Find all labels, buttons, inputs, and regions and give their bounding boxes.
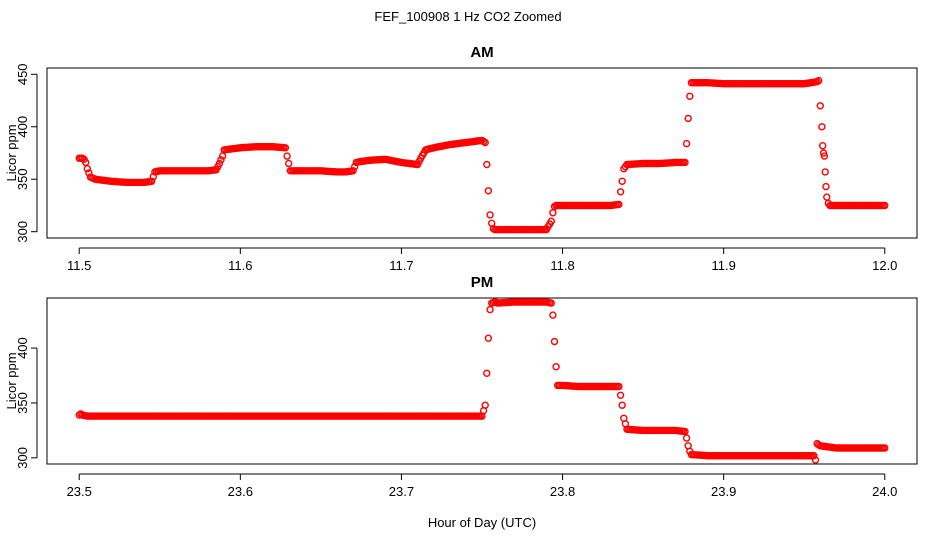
am-y-tick-label: 300 bbox=[15, 221, 30, 243]
data-point bbox=[684, 114, 692, 123]
data-point bbox=[810, 452, 818, 460]
data-point bbox=[615, 200, 623, 209]
am-panel-title: AM bbox=[470, 44, 493, 61]
data-point bbox=[881, 201, 889, 210]
data-point bbox=[85, 169, 93, 177]
pm-y-tick-label: 300 bbox=[15, 447, 30, 469]
data-point bbox=[547, 299, 555, 307]
data-point bbox=[483, 369, 491, 377]
pm-x-tick-label: 23.6 bbox=[228, 484, 253, 499]
am-series bbox=[75, 76, 889, 234]
data-point bbox=[616, 188, 625, 196]
data-point bbox=[615, 382, 623, 391]
am-y-axis-label: Licor ppm bbox=[4, 124, 19, 181]
data-point bbox=[549, 209, 557, 217]
data-point bbox=[481, 138, 489, 147]
data-point bbox=[618, 177, 626, 186]
am-x-tick-label: 11.9 bbox=[711, 258, 735, 273]
data-point bbox=[816, 102, 824, 110]
am-x-tick-label: 11.6 bbox=[228, 258, 252, 273]
am-y-tick-label: 350 bbox=[15, 168, 30, 190]
data-point bbox=[483, 160, 491, 169]
data-point bbox=[217, 156, 225, 164]
pm-x-tick-label: 23.5 bbox=[67, 484, 92, 499]
data-point bbox=[484, 187, 493, 195]
am-y-tick-label: 400 bbox=[15, 116, 30, 138]
am-x-tick-label: 12.0 bbox=[872, 258, 897, 273]
am-x-tick-label: 11.7 bbox=[389, 258, 413, 273]
data-point bbox=[218, 152, 227, 160]
pm-panel-title: PM bbox=[471, 274, 494, 291]
data-point bbox=[822, 182, 830, 191]
data-point bbox=[349, 167, 357, 175]
pm-x-tick-label: 23.9 bbox=[711, 484, 736, 499]
pm-x-tick-label: 24.0 bbox=[872, 484, 897, 499]
data-point bbox=[616, 391, 625, 399]
data-point bbox=[682, 434, 691, 442]
data-point bbox=[681, 158, 689, 167]
pm-y-axis-label: Licor ppm bbox=[4, 352, 19, 409]
x-axis-label: Hour of Day (UTC) bbox=[427, 515, 537, 530]
pm-x-tick-label: 23.8 bbox=[550, 484, 575, 499]
pm-y-tick-label: 350 bbox=[15, 392, 30, 414]
data-point bbox=[819, 141, 827, 150]
chart-main-title: FEF_100908 1 Hz CO2 Zoomed bbox=[374, 9, 562, 24]
am-x-tick-label: 11.5 bbox=[67, 258, 91, 273]
data-point bbox=[815, 76, 823, 85]
data-point bbox=[881, 444, 889, 452]
data-point bbox=[819, 149, 828, 157]
am-plot-frame bbox=[46, 67, 918, 239]
data-point bbox=[149, 172, 158, 181]
data-point bbox=[681, 427, 689, 436]
data-point bbox=[823, 193, 831, 201]
data-point bbox=[682, 139, 691, 148]
data-point bbox=[818, 123, 826, 131]
pm-plot-frame bbox=[46, 297, 918, 465]
data-point bbox=[486, 305, 494, 314]
data-point bbox=[484, 334, 493, 342]
am-y-tick-label: 450 bbox=[15, 63, 30, 85]
pm-x-tick-label: 23.7 bbox=[389, 484, 414, 499]
data-point bbox=[821, 168, 829, 176]
data-point bbox=[811, 456, 820, 464]
data-point bbox=[686, 92, 694, 101]
data-point bbox=[550, 337, 559, 346]
data-point bbox=[147, 177, 156, 186]
pm-series bbox=[75, 298, 889, 464]
data-point bbox=[486, 211, 494, 219]
data-point bbox=[83, 164, 92, 173]
data-point bbox=[820, 152, 829, 160]
data-point bbox=[552, 363, 560, 371]
data-point bbox=[547, 217, 555, 225]
am-x-tick-label: 11.8 bbox=[550, 258, 574, 273]
data-point bbox=[549, 311, 557, 319]
pm-y-tick-label: 400 bbox=[15, 337, 30, 359]
data-point bbox=[283, 152, 291, 160]
data-point bbox=[215, 159, 224, 168]
data-point bbox=[281, 144, 290, 152]
data-point bbox=[481, 401, 489, 409]
data-point bbox=[618, 401, 626, 409]
data-point bbox=[285, 159, 293, 168]
